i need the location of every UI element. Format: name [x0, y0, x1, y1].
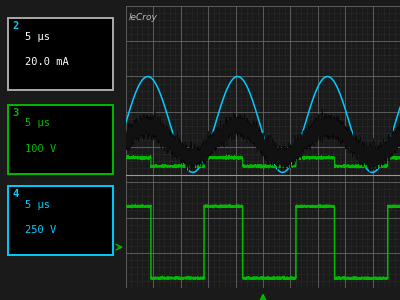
Text: 20.0 mA: 20.0 mA [25, 57, 69, 67]
Text: 5 μs: 5 μs [25, 200, 50, 209]
Text: 4: 4 [13, 189, 19, 199]
Text: 250 V: 250 V [25, 225, 56, 235]
Text: 5 μs: 5 μs [25, 118, 50, 128]
FancyBboxPatch shape [8, 186, 114, 255]
FancyBboxPatch shape [8, 105, 114, 174]
Text: 3: 3 [13, 108, 19, 118]
Text: 2: 2 [13, 21, 19, 31]
Text: leCroy: leCroy [129, 13, 158, 22]
Text: 5 μs: 5 μs [25, 32, 50, 41]
Text: 100 V: 100 V [25, 144, 56, 154]
FancyBboxPatch shape [8, 18, 114, 90]
